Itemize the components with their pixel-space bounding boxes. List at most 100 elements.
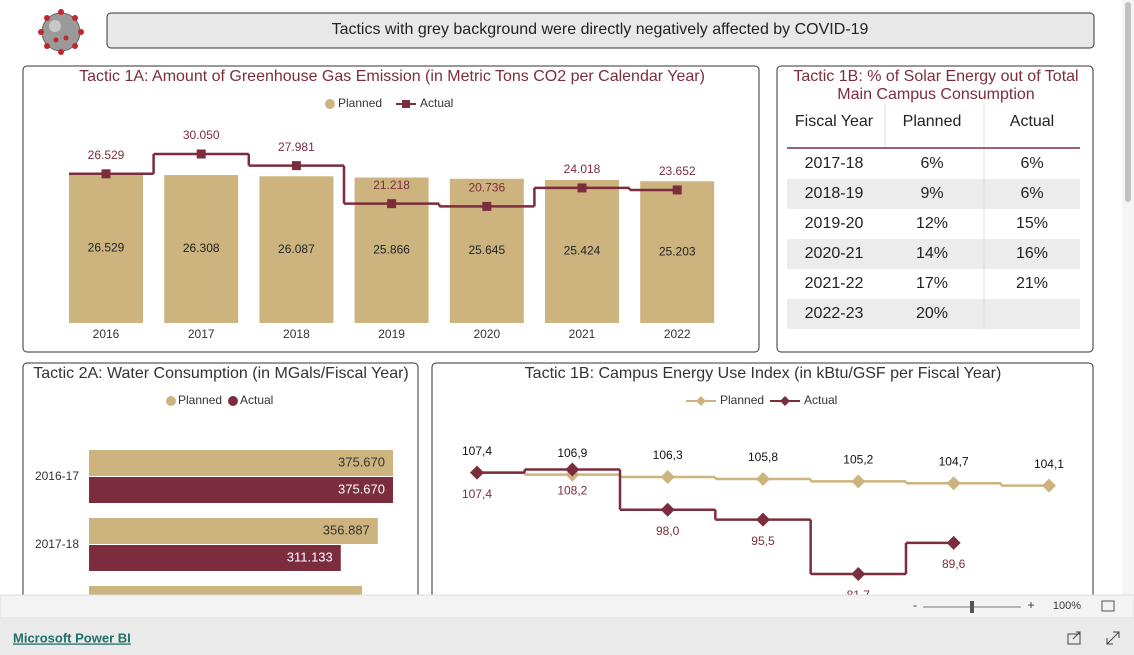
chart-title: Tactic 2A: Water Consumption (in MGals/F… (33, 365, 409, 382)
data-label: 105,8 (748, 450, 778, 464)
data-label: 26.087 (278, 242, 315, 256)
bar (69, 173, 143, 323)
legend-label: Actual (240, 393, 273, 407)
data-label: 24.018 (564, 162, 601, 176)
data-label: 81,7 (847, 588, 871, 602)
table-cell: 6% (920, 155, 943, 172)
point-marker (946, 476, 961, 491)
data-label: 108,2 (557, 484, 587, 498)
point-marker (851, 474, 866, 489)
data-label: 25.424 (564, 244, 601, 258)
banner-box (106, 12, 1095, 49)
x-tick-label: 2017 (188, 327, 215, 341)
zoom-thumb[interactable] (970, 601, 974, 613)
power-bi-link[interactable]: Microsoft Power BI (13, 630, 131, 645)
point-marker (1041, 478, 1056, 493)
data-label: 106,9 (557, 446, 587, 460)
table-cell: 16% (1016, 245, 1048, 262)
row-shade (787, 299, 1080, 329)
table-cell: 20% (916, 305, 948, 322)
data-label: 105,2 (843, 453, 873, 467)
data-label: 25.866 (373, 242, 410, 256)
x-tick-label: 2019 (378, 327, 405, 341)
table-cell: 2019-20 (805, 215, 864, 232)
point-marker (946, 535, 961, 550)
legend-label: Planned (720, 393, 764, 407)
data-label: 30.050 (183, 128, 220, 142)
data-label: 107,4 (462, 487, 492, 501)
zoom-in[interactable]: + (1027, 598, 1034, 612)
data-label: 107,4 (462, 444, 492, 458)
point-marker (851, 567, 866, 581)
data-label: 89,6 (942, 557, 966, 571)
x-tick-label: 2020 (473, 327, 500, 341)
table-header: Planned (903, 113, 962, 130)
legend-marker (696, 396, 706, 406)
point-marker (565, 462, 580, 477)
data-label: 25.645 (468, 243, 505, 257)
data-label: 27.981 (278, 140, 315, 154)
table-cell: 14% (916, 245, 948, 262)
data-label: 375.670 (338, 454, 385, 469)
point-marker (291, 161, 301, 171)
table-cell: 6% (1020, 185, 1043, 202)
table-cell: 6% (1020, 155, 1043, 172)
fullscreen-icon[interactable] (1106, 631, 1120, 645)
data-label: 311.133 (287, 549, 333, 564)
chart-title: Tactic 1B: Campus Energy Use Index (in k… (525, 365, 1002, 382)
zoom-level: 100% (1053, 600, 1081, 612)
point-marker (101, 169, 111, 179)
table-cell: 2022-23 (805, 305, 864, 322)
table-cell: 17% (916, 275, 948, 292)
point-marker (660, 502, 675, 517)
table-title: Tactic 1B: % of Solar Energy out of Tota… (793, 68, 1078, 85)
legend-label: Planned (178, 393, 222, 407)
point-marker (755, 512, 770, 527)
data-label: 26.529 (88, 148, 125, 162)
report-canvas: Tactics with grey background were direct… (22, 9, 1095, 602)
table-cell: 15% (1016, 215, 1048, 232)
chart-title: Tactic 1A: Amount of Greenhouse Gas Emis… (79, 68, 705, 85)
table-cell: 12% (916, 215, 948, 232)
data-label: 95,5 (751, 534, 775, 548)
point-marker (755, 471, 770, 486)
point-marker (196, 149, 206, 159)
bar (89, 477, 393, 503)
data-label: 25.203 (659, 244, 696, 258)
table-header: Fiscal Year (795, 113, 874, 130)
footer (0, 618, 1134, 655)
legend-marker (780, 396, 790, 406)
table-cell: 2017-18 (805, 155, 864, 172)
data-label: 98,0 (656, 524, 680, 538)
data-label: 356.887 (323, 522, 370, 537)
point-marker (577, 183, 587, 193)
data-label: 23.652 (659, 164, 696, 178)
table-cell: 2018-19 (805, 185, 864, 202)
scroll-thumb[interactable] (1125, 2, 1131, 202)
table-title: Main Campus Consumption (837, 86, 1034, 103)
x-tick-label: 2018 (283, 327, 310, 341)
data-label: 106,3 (653, 448, 683, 462)
legend-label: Actual (804, 393, 837, 407)
data-label: 20.736 (468, 181, 505, 195)
bar (89, 586, 363, 595)
y-tick-label: 2017-18 (35, 537, 79, 551)
legend-label: Actual (420, 96, 453, 110)
share-icon[interactable] (1067, 631, 1081, 645)
point-marker (660, 469, 675, 484)
bar (545, 180, 619, 323)
point-marker (387, 199, 397, 209)
point-marker (470, 465, 484, 480)
data-label: 375.670 (338, 481, 385, 496)
legend-marker (166, 396, 176, 406)
bar (89, 545, 341, 571)
bar (89, 450, 393, 476)
fit-page-icon[interactable] (1101, 600, 1115, 612)
bar (640, 181, 715, 323)
data-label: 21.218 (373, 178, 410, 192)
data-label: 26.308 (183, 241, 220, 255)
zoom-out[interactable]: - (913, 598, 917, 612)
data-label: 26.529 (88, 241, 125, 255)
legend-marker (402, 100, 410, 108)
